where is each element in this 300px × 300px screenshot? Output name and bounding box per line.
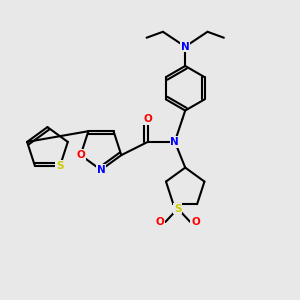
Text: S: S bbox=[174, 204, 182, 214]
Text: S: S bbox=[56, 161, 64, 171]
Text: N: N bbox=[170, 137, 179, 147]
Text: N: N bbox=[181, 42, 190, 52]
Text: O: O bbox=[156, 217, 164, 227]
Text: O: O bbox=[144, 114, 152, 124]
Text: N: N bbox=[97, 165, 105, 175]
Text: O: O bbox=[76, 150, 85, 160]
Text: O: O bbox=[191, 217, 200, 227]
